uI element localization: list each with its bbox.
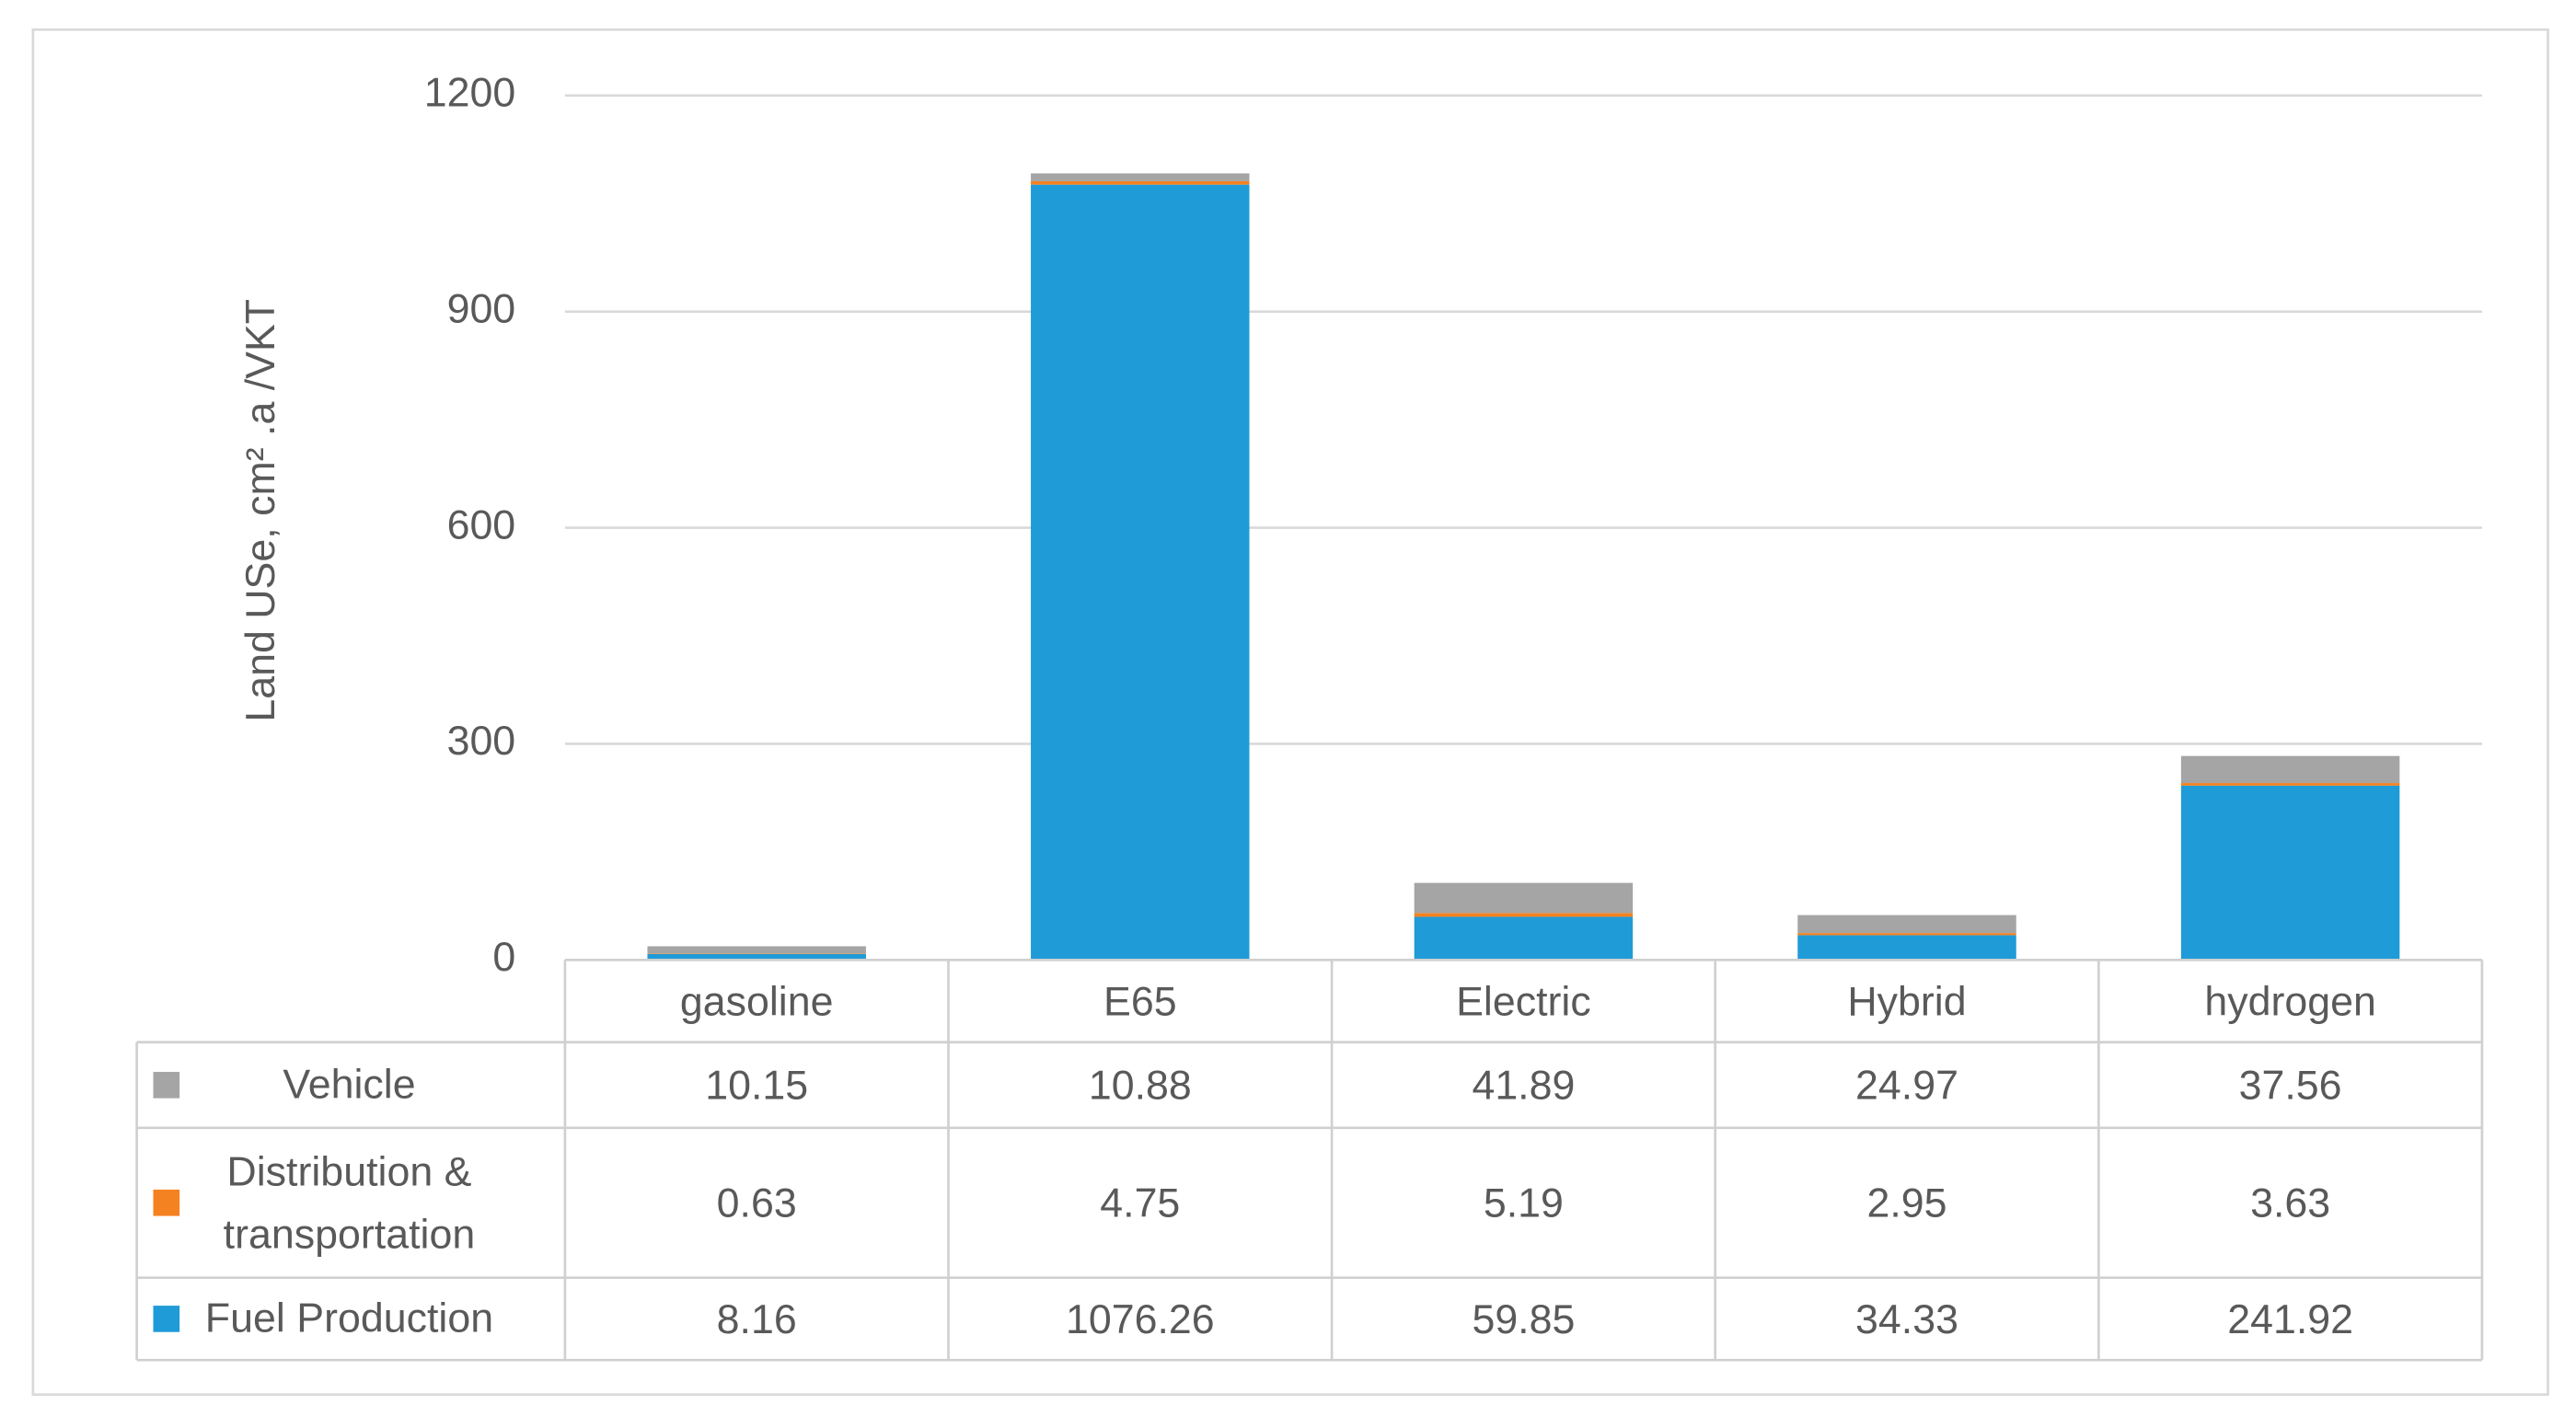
bar-segment [1797, 933, 2016, 936]
bar-segment [1797, 935, 2016, 961]
y-axis-label: Land USe, cm² .a /VKT [238, 299, 283, 722]
table-value: 24.97 [1855, 1064, 1958, 1109]
y-tick-label: 600 [447, 502, 516, 547]
x-tick-label: gasoline [680, 979, 834, 1024]
legend-label: Distribution & transportation [223, 1148, 476, 1258]
x-tick-label: Electric [1456, 979, 1591, 1024]
table-value: 4.75 [1100, 1181, 1180, 1226]
legend-label-box: Vehicle [283, 1062, 416, 1109]
bar-segment [2180, 755, 2400, 784]
legend-label-box: Distribution & transportation [223, 1148, 476, 1258]
legend-label: Vehicle [283, 1062, 416, 1109]
bar-segment [2180, 785, 2400, 961]
table-value: 37.56 [2239, 1064, 2342, 1109]
legend-swatch [153, 1071, 180, 1099]
bar-segment [1031, 173, 1250, 181]
bar-segment [647, 946, 866, 954]
y-tick-label: 0 [492, 935, 515, 980]
table-value: 3.63 [2250, 1181, 2330, 1226]
table-value: 5.19 [1484, 1181, 1564, 1226]
table-value: 8.16 [717, 1297, 797, 1342]
y-tick-label: 300 [447, 719, 516, 764]
table-value: 0.63 [717, 1181, 797, 1226]
y-tick-label: 1200 [424, 71, 515, 116]
x-tick-label: hydrogen [2204, 979, 2375, 1024]
legend-swatch [153, 1306, 180, 1332]
x-tick-label: Hybrid [1847, 979, 1966, 1024]
bar-segment [1414, 913, 1634, 917]
y-tick-label: 900 [447, 286, 516, 331]
table-value: 34.33 [1855, 1297, 1958, 1342]
bar-segment [1031, 184, 1250, 961]
legend-label: Fuel Production [204, 1295, 494, 1342]
bar-segment [2180, 783, 2400, 786]
table-value: 59.85 [1472, 1297, 1575, 1342]
chart-border [31, 28, 2549, 1397]
table-value: 41.89 [1472, 1064, 1575, 1109]
legend-label-box: Fuel Production [204, 1295, 494, 1342]
x-tick-label: E65 [1103, 979, 1177, 1024]
table-value: 10.88 [1089, 1064, 1192, 1109]
bar-segment [647, 953, 866, 961]
bar-segment [1797, 915, 2016, 934]
table-value: 1076.26 [1066, 1297, 1215, 1342]
bar-segment [1031, 180, 1250, 185]
legend-swatch [153, 1189, 180, 1216]
table-value: 10.15 [705, 1064, 808, 1109]
bar-segment [1414, 882, 1634, 914]
bar-segment [1414, 916, 1634, 961]
table-value: 2.95 [1866, 1181, 1946, 1226]
table-value: 241.92 [2227, 1297, 2353, 1342]
